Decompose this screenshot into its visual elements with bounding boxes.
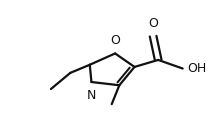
Text: N: N <box>87 89 96 102</box>
Text: OH: OH <box>187 62 206 75</box>
Text: O: O <box>148 17 158 30</box>
Text: O: O <box>110 34 120 47</box>
